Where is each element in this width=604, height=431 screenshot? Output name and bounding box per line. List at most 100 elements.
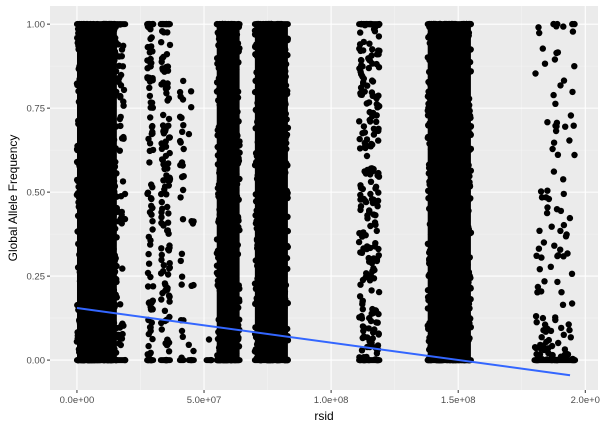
- data-point: [256, 345, 263, 352]
- data-point: [466, 272, 473, 279]
- data-point: [265, 351, 272, 359]
- data-point: [95, 54, 102, 61]
- data-point: [95, 71, 103, 78]
- data-point: [560, 331, 567, 338]
- x-tick-label: 1.5e+08: [441, 395, 476, 406]
- data-point: [452, 205, 459, 212]
- data-point: [160, 111, 167, 119]
- data-point: [457, 235, 464, 242]
- data-point: [111, 268, 119, 275]
- data-point: [282, 159, 290, 167]
- data-point: [362, 142, 369, 150]
- data-point: [102, 240, 110, 247]
- data-point: [467, 123, 475, 130]
- data-point: [430, 32, 437, 39]
- data-point: [434, 283, 442, 290]
- data-point: [96, 110, 104, 117]
- data-point: [257, 298, 264, 305]
- data-point: [428, 71, 436, 78]
- data-point: [428, 54, 435, 61]
- data-point: [281, 130, 289, 137]
- data-point: [179, 216, 187, 223]
- data-point: [75, 88, 82, 95]
- data-point: [80, 211, 88, 218]
- data-point: [166, 264, 173, 271]
- data-point: [148, 123, 156, 131]
- data-point: [544, 204, 551, 211]
- data-point: [370, 165, 377, 173]
- data-point: [278, 172, 286, 179]
- data-point: [550, 168, 558, 175]
- data-point: [283, 242, 291, 250]
- data-point: [90, 89, 98, 96]
- data-point: [145, 342, 152, 350]
- data-point: [188, 104, 195, 111]
- data-point: [164, 29, 171, 36]
- data-point: [448, 170, 455, 177]
- data-point: [252, 257, 259, 264]
- data-point: [147, 241, 154, 248]
- data-point: [376, 47, 383, 54]
- data-point: [444, 333, 451, 340]
- data-point: [100, 293, 108, 300]
- data-point: [539, 314, 547, 322]
- data-point: [260, 154, 267, 162]
- data-point: [235, 296, 243, 303]
- data-point: [77, 184, 85, 191]
- data-point: [276, 130, 283, 137]
- data-point: [144, 43, 151, 51]
- data-point: [463, 242, 471, 249]
- data-point: [117, 193, 125, 200]
- data-point: [260, 336, 267, 343]
- data-point: [91, 204, 99, 211]
- data-point: [146, 84, 153, 92]
- data-point: [431, 238, 438, 245]
- data-point: [430, 211, 437, 218]
- data-point: [158, 256, 165, 264]
- data-point: [272, 240, 279, 247]
- point-row-bottom: [176, 357, 187, 364]
- data-point: [281, 90, 289, 97]
- data-point: [437, 321, 445, 329]
- data-point: [427, 231, 435, 238]
- data-point: [436, 234, 443, 241]
- data-point: [80, 200, 88, 208]
- data-point: [540, 239, 548, 246]
- data-point: [79, 98, 87, 105]
- data-point: [180, 145, 187, 153]
- data-point: [94, 163, 101, 170]
- data-point: [75, 120, 82, 128]
- data-point: [222, 90, 229, 98]
- data-point: [78, 114, 85, 121]
- data-point: [226, 105, 233, 113]
- data-point: [165, 134, 173, 141]
- data-point: [441, 157, 448, 164]
- data-point: [429, 287, 437, 294]
- data-point: [460, 84, 467, 91]
- data-point: [177, 139, 184, 146]
- data-point: [367, 190, 374, 198]
- data-point: [262, 249, 269, 256]
- data-point: [120, 86, 128, 94]
- data-point: [109, 247, 116, 255]
- data-point: [542, 194, 550, 201]
- data-point: [360, 229, 367, 236]
- data-point: [224, 297, 231, 305]
- data-point: [158, 245, 165, 252]
- data-point: [272, 309, 280, 317]
- data-point: [467, 284, 474, 291]
- data-point: [119, 320, 126, 327]
- data-point: [539, 45, 546, 52]
- data-point: [281, 117, 288, 124]
- data-point: [228, 341, 235, 348]
- data-point: [458, 201, 466, 208]
- y-tick-label: 1.00: [27, 20, 46, 31]
- data-point: [441, 185, 448, 193]
- data-point: [267, 309, 275, 316]
- data-point: [449, 31, 457, 38]
- data-point: [425, 170, 432, 177]
- data-point: [450, 269, 457, 276]
- data-point: [106, 152, 113, 159]
- data-point: [255, 29, 262, 36]
- data-point: [261, 131, 269, 138]
